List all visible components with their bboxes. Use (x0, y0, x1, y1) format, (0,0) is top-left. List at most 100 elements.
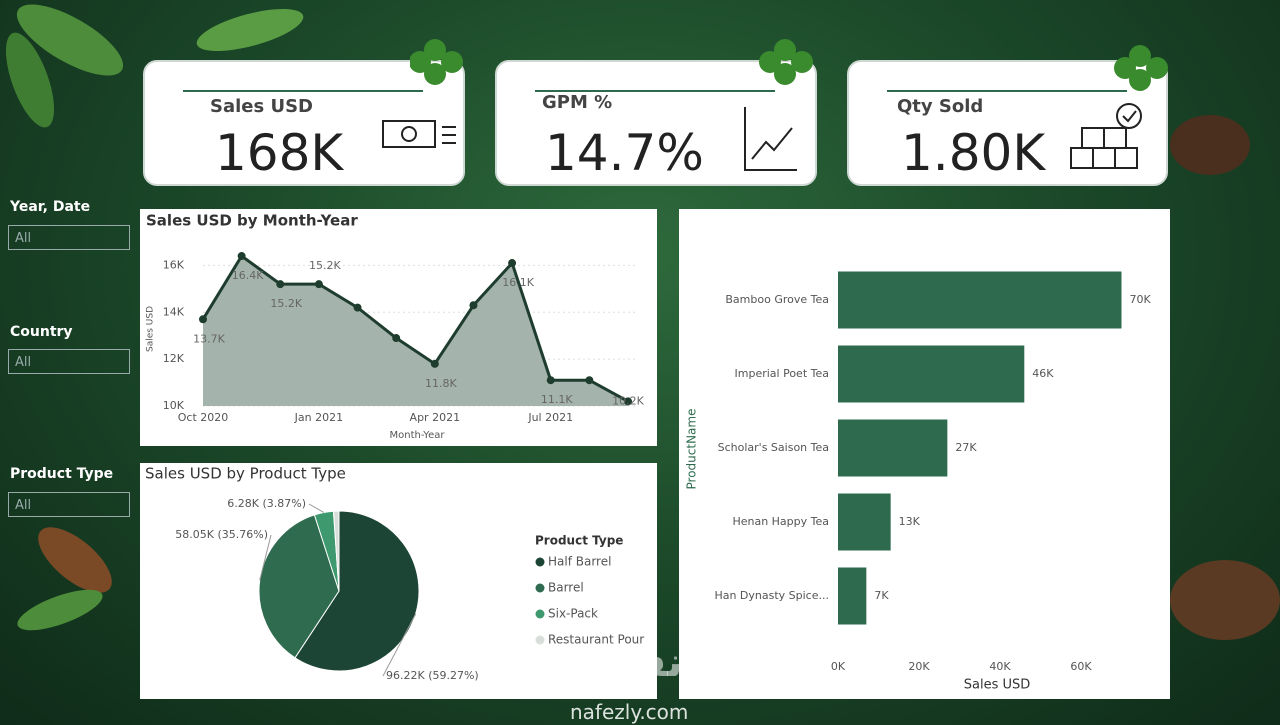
data-label: 13K (899, 515, 921, 528)
kpi-card: Qty Sold 1.80K (847, 60, 1168, 186)
line (201, 253, 629, 403)
kpi-label: Qty Sold (897, 96, 984, 117)
data-label: 96.22K (59.27%) (386, 669, 479, 682)
legend-title: Product Type (535, 534, 623, 548)
data-label: 11.1K (541, 393, 573, 406)
bar (838, 271, 1122, 329)
slicer-label: Product Type (10, 466, 114, 482)
data-label: 27K (955, 441, 977, 454)
data-point (624, 397, 632, 406)
data-point (237, 252, 246, 261)
data-label: 7K (874, 589, 889, 602)
y-tick-label: Han Dynasty Spice... (714, 589, 829, 602)
leader-line (382, 613, 417, 677)
chart-title: Sales USD by Product Type (145, 465, 346, 483)
y-tick-label: Henan Happy Tea (732, 515, 829, 528)
line-chart: Sales USD by Month-Year 10K 12K 14K 16K Sales… (146, 212, 645, 442)
legend-marker (535, 583, 545, 593)
data-point (314, 280, 323, 289)
kpi-label: GPM % (542, 92, 613, 113)
data-label: 15.2K (270, 297, 302, 310)
kpi-label: Sales USD (210, 96, 313, 117)
data-label: 6.28K (3.87%) (227, 497, 306, 510)
x-tick-label: Jul 2021 (527, 411, 573, 424)
legend-label: Half Barrel (548, 555, 611, 569)
data-label: 11.8K (425, 377, 457, 390)
y-tick-label: 12K (163, 352, 185, 365)
legend-label: Barrel (548, 581, 584, 595)
watermark: nafezly.com (570, 700, 689, 724)
data-label: 10.2K (612, 394, 644, 407)
bar (838, 345, 1025, 403)
leader-line (259, 534, 272, 581)
x-tick-label: Apr 2021 (410, 411, 461, 424)
legend-marker (535, 609, 545, 619)
slicer-dropdown[interactable]: All (8, 225, 130, 250)
money-icon (382, 120, 456, 148)
x-tick-label: Jan 2021 (294, 411, 343, 424)
pie-chart: Sales USD by Product Type 96.22K (59.27%)… (145, 465, 644, 683)
y-tick-label: Bamboo Grove Tea (725, 293, 829, 306)
slicer-dropdown[interactable]: All (8, 492, 130, 517)
pie-panel: Sales USD by Product Type 96.22K (59.27%)… (140, 463, 657, 699)
line-panel: Sales USD by Month-Year 10K 12K 14K 16K Sales… (140, 209, 657, 446)
data-point (469, 301, 478, 310)
y-tick-label: Imperial Poet Tea (735, 367, 830, 380)
x-tick-label: 40K (989, 660, 1011, 673)
legend-marker (535, 635, 545, 645)
x-axis-title: Month-Year (390, 430, 446, 441)
x-tick-label: 0K (831, 660, 846, 673)
data-label: 13.7K (193, 332, 225, 345)
data-label: 58.05K (35.76%) (175, 528, 268, 541)
kpi-value: 1.80K (901, 124, 1046, 182)
x-tick-label: 20K (908, 660, 930, 673)
area (203, 256, 628, 406)
bar-chart: 0K 20K 40K 60K Sales USD ProductName Bamboo Gr… (685, 271, 1152, 693)
bar (838, 419, 948, 477)
y-tick-label: 14K (163, 305, 185, 318)
data-label: 16.4K (232, 269, 264, 282)
kpi-value: 14.7% (545, 124, 704, 182)
bar (838, 493, 891, 551)
watermark: نفذلي (560, 640, 683, 686)
data-label: 16.1K (502, 276, 534, 289)
chart-icon (744, 107, 797, 171)
slicer-dropdown[interactable]: All (8, 349, 130, 374)
data-point (199, 315, 207, 324)
data-point (276, 280, 285, 289)
data-label: 46K (1032, 367, 1054, 380)
pie-slice (332, 510, 340, 592)
x-tick-label: 60K (1070, 660, 1092, 673)
slicer-label: Year, Date (10, 199, 91, 215)
x-axis-title: Sales USD (964, 678, 1031, 693)
kpi-card: GPM % 14.7% (495, 60, 817, 186)
y-axis-title: ProductName (685, 409, 699, 490)
legend-marker (535, 557, 545, 567)
legend-label: Restaurant Pour (548, 633, 644, 647)
data-point (353, 303, 362, 312)
data-point (430, 359, 439, 368)
data-point (508, 259, 517, 268)
kpi-value: 168K (215, 124, 344, 182)
data-label: 70K (1130, 293, 1152, 306)
kpi-card: Sales USD 168K (143, 60, 465, 186)
y-tick-label: Scholar's Saison Tea (718, 441, 829, 454)
leader-line (308, 503, 325, 513)
data-label: 15.2K (309, 259, 341, 272)
bar (838, 567, 867, 625)
y-tick-label: 16K (163, 258, 185, 271)
y-tick-label: 10K (163, 399, 185, 412)
chart-title: Sales USD by Month-Year (146, 212, 358, 230)
slicer-label: Country (10, 324, 73, 340)
bar-panel: 0K 20K 40K 60K Sales USD ProductName Bamboo Gr… (679, 209, 1170, 699)
data-point (546, 376, 555, 385)
data-point (392, 334, 401, 343)
data-point (585, 376, 594, 385)
clover-decoration (410, 39, 1168, 91)
x-tick-label: Oct 2020 (178, 411, 229, 424)
boxes-icon (1070, 103, 1142, 169)
y-axis-title: Sales USD (146, 306, 156, 352)
legend-label: Six-Pack (548, 607, 598, 621)
